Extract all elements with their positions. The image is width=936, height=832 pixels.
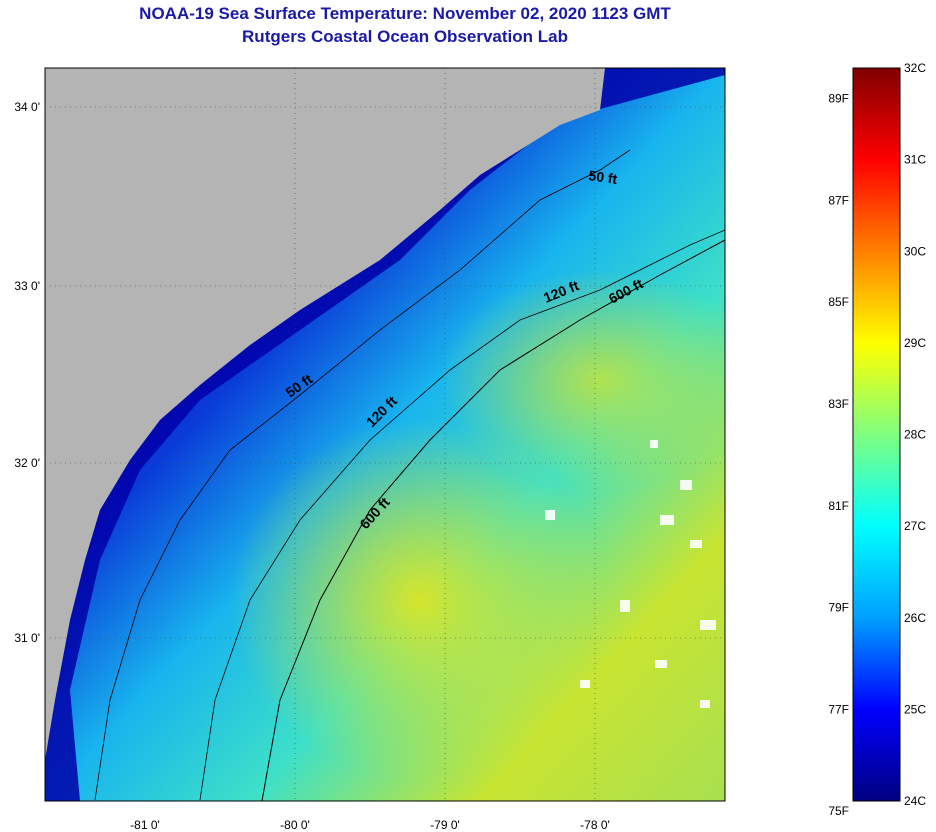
latitude-axis: 34 0' 33 0' 32 0' 31 0'	[14, 100, 40, 645]
colorbar-f-label: 79F	[828, 601, 849, 615]
map-plot-area	[45, 68, 760, 801]
colorbar-c-label: 32C	[904, 61, 926, 75]
colorbar-gradient	[853, 68, 900, 801]
longitude-axis: -81 0' -80 0' -79 0' -78 0'	[130, 818, 610, 832]
lat-tick-label: 31 0'	[14, 631, 40, 645]
colorbar-celsius-labels: 32C 31C 30C 29C 28C 27C 26C 25C 24C	[904, 61, 926, 808]
colorbar-c-label: 25C	[904, 702, 926, 716]
lon-tick-label: -79 0'	[430, 818, 460, 832]
lon-tick-label: -78 0'	[580, 818, 610, 832]
colorbar-f-label: 85F	[828, 295, 849, 309]
colorbar-c-label: 26C	[904, 611, 926, 625]
warm-water-region	[440, 270, 760, 490]
lon-tick-label: -81 0'	[130, 818, 160, 832]
colorbar-c-label: 28C	[904, 428, 926, 442]
colorbar-c-label: 31C	[904, 153, 926, 167]
colorbar-f-label: 89F	[828, 92, 849, 106]
colorbar-f-label: 81F	[828, 499, 849, 513]
lat-tick-label: 32 0'	[14, 456, 40, 470]
lat-tick-label: 34 0'	[14, 100, 40, 114]
lon-tick-label: -80 0'	[280, 818, 310, 832]
colorbar-f-label: 75F	[828, 804, 849, 818]
colorbar-c-label: 29C	[904, 336, 926, 350]
lat-tick-label: 33 0'	[14, 279, 40, 293]
colorbar-c-label: 24C	[904, 794, 926, 808]
colorbar-f-label: 77F	[828, 702, 849, 716]
colorbar-fahrenheit-labels: 89F 87F 85F 83F 81F 79F 77F 75F	[828, 92, 849, 819]
colorbar-f-label: 87F	[828, 193, 849, 207]
colorbar-f-label: 83F	[828, 397, 849, 411]
temperature-colorbar: 89F 87F 85F 83F 81F 79F 77F 75F 32C 31C 30C 29C 28C…	[828, 61, 926, 818]
colorbar-c-label: 27C	[904, 519, 926, 533]
colorbar-c-label: 30C	[904, 244, 926, 258]
